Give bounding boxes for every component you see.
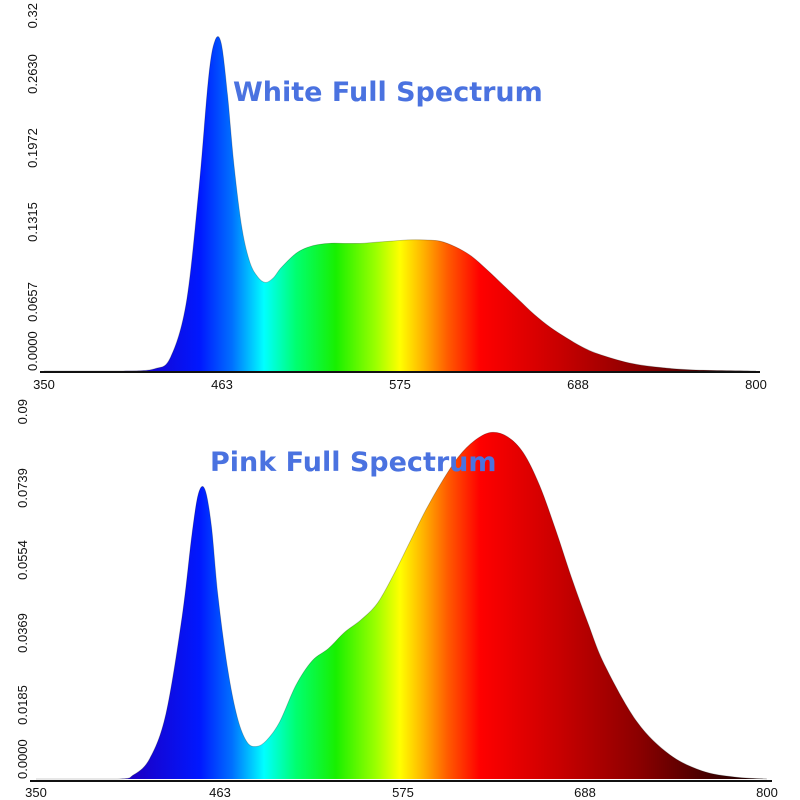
spectrum-area: [44, 36, 756, 372]
x-tick-label: 350: [25, 785, 47, 800]
x-tick-label: 688: [574, 785, 596, 800]
pink-x-tick-labels: 350 463 575 688 800: [25, 785, 778, 800]
y-tick-label: 0.0369: [15, 613, 30, 653]
white-spectrum-chart: 0.0000 0.0657 0.1315 0.1972 0.2630 0.32 …: [25, 3, 767, 392]
y-tick-label: 0.0554: [15, 540, 30, 580]
y-tick-label: 0.0739: [15, 468, 30, 508]
x-tick-label: 350: [33, 377, 55, 392]
y-tick-label: 0.0657: [25, 282, 40, 322]
y-tick-label: 0.0185: [15, 685, 30, 725]
y-tick-label: 0.0000: [15, 739, 30, 779]
spectrum-area: [36, 432, 767, 779]
pink-y-tick-labels: 0.0000 0.0185 0.0369 0.0554 0.0739 0.09: [15, 399, 30, 779]
pink-spectrum-chart: 0.0000 0.0185 0.0369 0.0554 0.0739 0.09 …: [15, 399, 778, 800]
y-tick-label: 0.0000: [25, 331, 40, 371]
x-tick-label: 688: [567, 377, 589, 392]
x-tick-label: 800: [745, 377, 767, 392]
x-tick-label: 463: [209, 785, 231, 800]
white-chart-title: White Full Spectrum: [233, 77, 543, 108]
x-tick-label: 575: [389, 377, 411, 392]
x-tick-label: 463: [211, 377, 233, 392]
y-tick-label: 0.09: [15, 399, 30, 424]
white-y-tick-labels: 0.0000 0.0657 0.1315 0.1972 0.2630 0.32: [25, 3, 40, 371]
pink-chart-title: Pink Full Spectrum: [210, 447, 497, 478]
y-tick-label: 0.2630: [25, 54, 40, 94]
y-tick-label: 0.1315: [25, 202, 40, 242]
spectrum-outline: [43, 36, 757, 372]
y-tick-label: 0.32: [25, 3, 40, 28]
white-x-tick-labels: 350 463 575 688 800: [33, 377, 767, 392]
spectrum-outline: [36, 431, 768, 780]
y-tick-label: 0.1972: [25, 128, 40, 168]
x-tick-label: 575: [392, 785, 414, 800]
x-tick-label: 800: [756, 785, 778, 800]
